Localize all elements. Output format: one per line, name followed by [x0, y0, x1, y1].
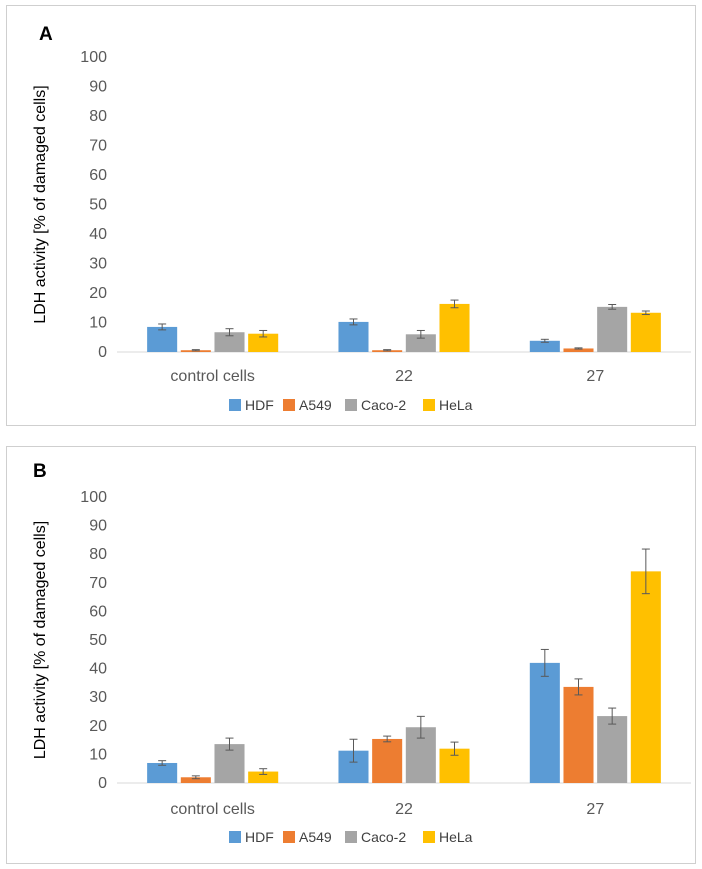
y-tick-label: 30	[89, 256, 107, 273]
x-category-label: 22	[395, 801, 413, 818]
legend-swatch	[345, 399, 357, 411]
chart-panel-b: B LDH activity [% of damaged cells] 0 10 20 3…	[6, 446, 696, 864]
y-tick-label: 60	[89, 603, 107, 620]
y-tick-label: 90	[89, 518, 107, 535]
legend: HDF A549 Caco-2 HeLa	[229, 397, 473, 413]
legend-label: HDF	[245, 829, 274, 845]
bar-caco-2	[405, 334, 436, 352]
y-tick-label: 20	[89, 718, 107, 735]
legend-label: A549	[299, 397, 332, 413]
bar-hela	[439, 303, 470, 352]
legend-swatch	[283, 831, 295, 843]
bar-hdf	[147, 762, 178, 783]
legend-label: HeLa	[439, 397, 473, 413]
y-tick-label: 70	[89, 138, 107, 155]
y-tick-label: 50	[89, 197, 107, 214]
y-tick-label: 70	[89, 575, 107, 592]
y-tick-label: 80	[89, 108, 107, 125]
bar-hela	[248, 333, 279, 352]
legend-label: HeLa	[439, 829, 473, 845]
y-tick-label: 50	[89, 632, 107, 649]
legend-label: A549	[299, 829, 332, 845]
bar-caco-2	[214, 332, 245, 352]
legend-swatch	[345, 831, 357, 843]
panel-label: A	[39, 24, 53, 45]
chart-b-svg: B LDH activity [% of damaged cells] 0 10 20 3…	[32, 461, 691, 845]
legend: HDF A549 Caco-2 HeLa	[229, 829, 473, 845]
y-axis-title: LDH activity [% of damaged cells]	[32, 85, 49, 323]
bar-hela	[630, 312, 661, 352]
x-category-label: 27	[586, 801, 604, 818]
x-category-label: control cells	[170, 368, 254, 385]
bar-hdf	[529, 662, 560, 783]
bar-hdf	[338, 321, 369, 352]
chart-a-svg: A LDH activity [% of damaged cells] 0 10 20 3…	[32, 24, 691, 413]
chart-panel-a: A LDH activity [% of damaged cells] 0 10 20 3…	[6, 5, 696, 426]
bar-a549	[563, 686, 594, 783]
legend-label: HDF	[245, 397, 274, 413]
bar-caco-2	[597, 306, 628, 352]
legend-swatch	[229, 399, 241, 411]
y-tick-label: 100	[80, 489, 107, 506]
y-tick-label: 100	[80, 49, 107, 66]
y-tick-label: 90	[89, 79, 107, 96]
x-category-label: control cells	[170, 801, 254, 818]
panel-label: B	[33, 461, 47, 482]
bar-a549	[372, 738, 403, 783]
bar-hdf	[529, 340, 560, 352]
legend-swatch	[229, 831, 241, 843]
x-category-label: 22	[395, 368, 413, 385]
legend-label: Caco-2	[361, 397, 406, 413]
bar-hdf	[147, 326, 178, 352]
y-tick-label: 40	[89, 226, 107, 243]
y-tick-label: 20	[89, 285, 107, 302]
y-axis-title: LDH activity [% of damaged cells]	[32, 521, 49, 759]
y-tick-label: 10	[89, 746, 107, 763]
legend-swatch	[283, 399, 295, 411]
y-tick-label: 0	[98, 775, 107, 792]
legend-swatch	[423, 399, 435, 411]
y-tick-label: 40	[89, 661, 107, 678]
y-tick-label: 10	[89, 315, 107, 332]
bar-a549	[180, 777, 211, 783]
y-tick-label: 0	[98, 344, 107, 361]
x-category-label: 27	[586, 368, 604, 385]
legend-swatch	[423, 831, 435, 843]
bar-hela	[248, 771, 279, 783]
y-tick-label: 80	[89, 546, 107, 563]
bar-a549	[563, 348, 594, 352]
bar-caco-2	[597, 716, 628, 783]
y-tick-label: 30	[89, 689, 107, 706]
legend-label: Caco-2	[361, 829, 406, 845]
bar-hela	[630, 571, 661, 783]
y-tick-label: 60	[89, 167, 107, 184]
